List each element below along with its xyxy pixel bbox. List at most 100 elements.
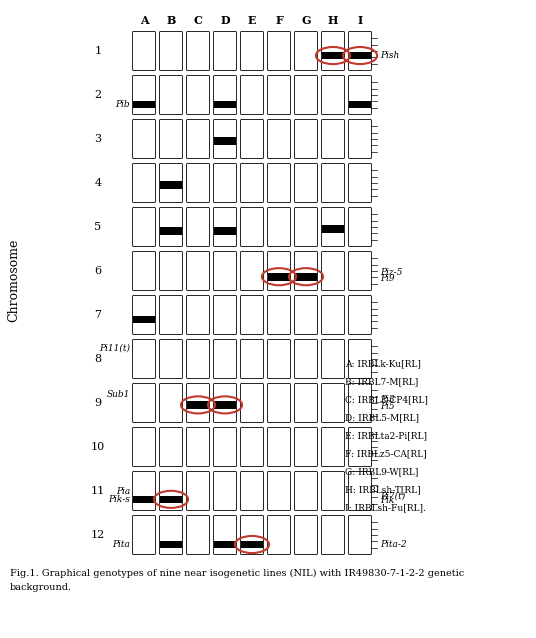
FancyBboxPatch shape xyxy=(241,207,264,246)
Text: 1: 1 xyxy=(94,46,101,56)
Bar xyxy=(214,227,236,235)
Text: Pi11(t): Pi11(t) xyxy=(99,344,130,353)
Text: B: B xyxy=(166,15,176,26)
FancyBboxPatch shape xyxy=(187,427,210,466)
FancyBboxPatch shape xyxy=(322,119,345,158)
FancyBboxPatch shape xyxy=(294,207,317,246)
Bar xyxy=(133,101,155,108)
FancyBboxPatch shape xyxy=(322,31,345,71)
Text: E: IRBLta2-Pi[RL]: E: IRBLta2-Pi[RL] xyxy=(345,431,427,440)
FancyBboxPatch shape xyxy=(322,516,345,554)
Text: Pik: Pik xyxy=(380,496,394,505)
FancyBboxPatch shape xyxy=(187,339,210,378)
FancyBboxPatch shape xyxy=(132,471,155,510)
FancyBboxPatch shape xyxy=(322,427,345,466)
FancyBboxPatch shape xyxy=(213,516,236,554)
FancyBboxPatch shape xyxy=(294,471,317,510)
FancyBboxPatch shape xyxy=(213,295,236,334)
FancyBboxPatch shape xyxy=(160,251,182,290)
Text: D: IRBL5-M[RL]: D: IRBL5-M[RL] xyxy=(345,413,419,422)
FancyBboxPatch shape xyxy=(132,207,155,246)
Text: C: IRBL3-CP4[RL]: C: IRBL3-CP4[RL] xyxy=(345,396,428,404)
Text: Chromosome: Chromosome xyxy=(8,239,20,322)
Bar xyxy=(160,181,182,189)
FancyBboxPatch shape xyxy=(267,516,291,554)
Text: A: IRBLk-Ku[RL]: A: IRBLk-Ku[RL] xyxy=(345,359,421,369)
Text: A: A xyxy=(140,15,148,26)
Text: Pish: Pish xyxy=(380,51,399,60)
FancyBboxPatch shape xyxy=(322,163,345,202)
FancyBboxPatch shape xyxy=(241,516,264,554)
FancyBboxPatch shape xyxy=(241,471,264,510)
Text: B: IRBL7-M[RL]: B: IRBL7-M[RL] xyxy=(345,378,418,387)
Bar xyxy=(214,101,236,108)
FancyBboxPatch shape xyxy=(241,119,264,158)
FancyBboxPatch shape xyxy=(132,251,155,290)
Bar xyxy=(214,401,236,409)
Bar xyxy=(241,540,263,548)
Text: G: IRBL9-W[RL]: G: IRBL9-W[RL] xyxy=(345,468,419,477)
FancyBboxPatch shape xyxy=(132,339,155,378)
FancyBboxPatch shape xyxy=(160,207,182,246)
Text: 7: 7 xyxy=(94,310,101,320)
FancyBboxPatch shape xyxy=(187,295,210,334)
FancyBboxPatch shape xyxy=(322,383,345,422)
Text: Pi7(t): Pi7(t) xyxy=(380,491,405,500)
FancyBboxPatch shape xyxy=(132,295,155,334)
FancyBboxPatch shape xyxy=(267,427,291,466)
FancyBboxPatch shape xyxy=(267,251,291,290)
FancyBboxPatch shape xyxy=(267,339,291,378)
FancyBboxPatch shape xyxy=(241,339,264,378)
FancyBboxPatch shape xyxy=(213,251,236,290)
Text: 6: 6 xyxy=(94,266,101,276)
FancyBboxPatch shape xyxy=(348,339,371,378)
FancyBboxPatch shape xyxy=(132,427,155,466)
FancyBboxPatch shape xyxy=(187,31,210,71)
FancyBboxPatch shape xyxy=(160,31,182,71)
FancyBboxPatch shape xyxy=(132,163,155,202)
FancyBboxPatch shape xyxy=(213,75,236,114)
FancyBboxPatch shape xyxy=(241,163,264,202)
FancyBboxPatch shape xyxy=(267,295,291,334)
FancyBboxPatch shape xyxy=(294,339,317,378)
FancyBboxPatch shape xyxy=(348,471,371,510)
Text: 10: 10 xyxy=(91,442,105,452)
FancyBboxPatch shape xyxy=(213,207,236,246)
FancyBboxPatch shape xyxy=(160,516,182,554)
FancyBboxPatch shape xyxy=(267,383,291,422)
FancyBboxPatch shape xyxy=(294,516,317,554)
FancyBboxPatch shape xyxy=(160,427,182,466)
FancyBboxPatch shape xyxy=(160,163,182,202)
FancyBboxPatch shape xyxy=(267,31,291,71)
Text: background.: background. xyxy=(10,583,72,592)
Text: 5: 5 xyxy=(94,222,101,232)
FancyBboxPatch shape xyxy=(187,471,210,510)
FancyBboxPatch shape xyxy=(348,383,371,422)
Bar xyxy=(322,52,344,59)
Text: Sub1: Sub1 xyxy=(107,390,130,399)
Text: Piz-5: Piz-5 xyxy=(380,269,403,278)
Text: Pib: Pib xyxy=(115,100,130,109)
Text: 9: 9 xyxy=(94,398,101,408)
Text: Pita: Pita xyxy=(112,540,130,549)
FancyBboxPatch shape xyxy=(160,471,182,510)
Text: Fig.1. Graphical genotypes of nine near isogenetic lines (NIL) with IR49830-7-1-: Fig.1. Graphical genotypes of nine near … xyxy=(10,569,464,578)
Text: 12: 12 xyxy=(91,530,105,540)
FancyBboxPatch shape xyxy=(294,31,317,71)
FancyBboxPatch shape xyxy=(348,119,371,158)
Bar xyxy=(295,273,317,281)
FancyBboxPatch shape xyxy=(322,295,345,334)
Text: C: C xyxy=(193,15,203,26)
Text: G: G xyxy=(301,15,311,26)
FancyBboxPatch shape xyxy=(348,207,371,246)
Text: F: IRBLz5-CA[RL]: F: IRBLz5-CA[RL] xyxy=(345,450,427,459)
Text: 11: 11 xyxy=(91,486,105,496)
FancyBboxPatch shape xyxy=(213,119,236,158)
Bar xyxy=(268,273,290,281)
Bar xyxy=(160,540,182,548)
FancyBboxPatch shape xyxy=(160,339,182,378)
FancyBboxPatch shape xyxy=(294,75,317,114)
Text: D: D xyxy=(220,15,230,26)
FancyBboxPatch shape xyxy=(160,295,182,334)
Bar xyxy=(133,496,155,503)
